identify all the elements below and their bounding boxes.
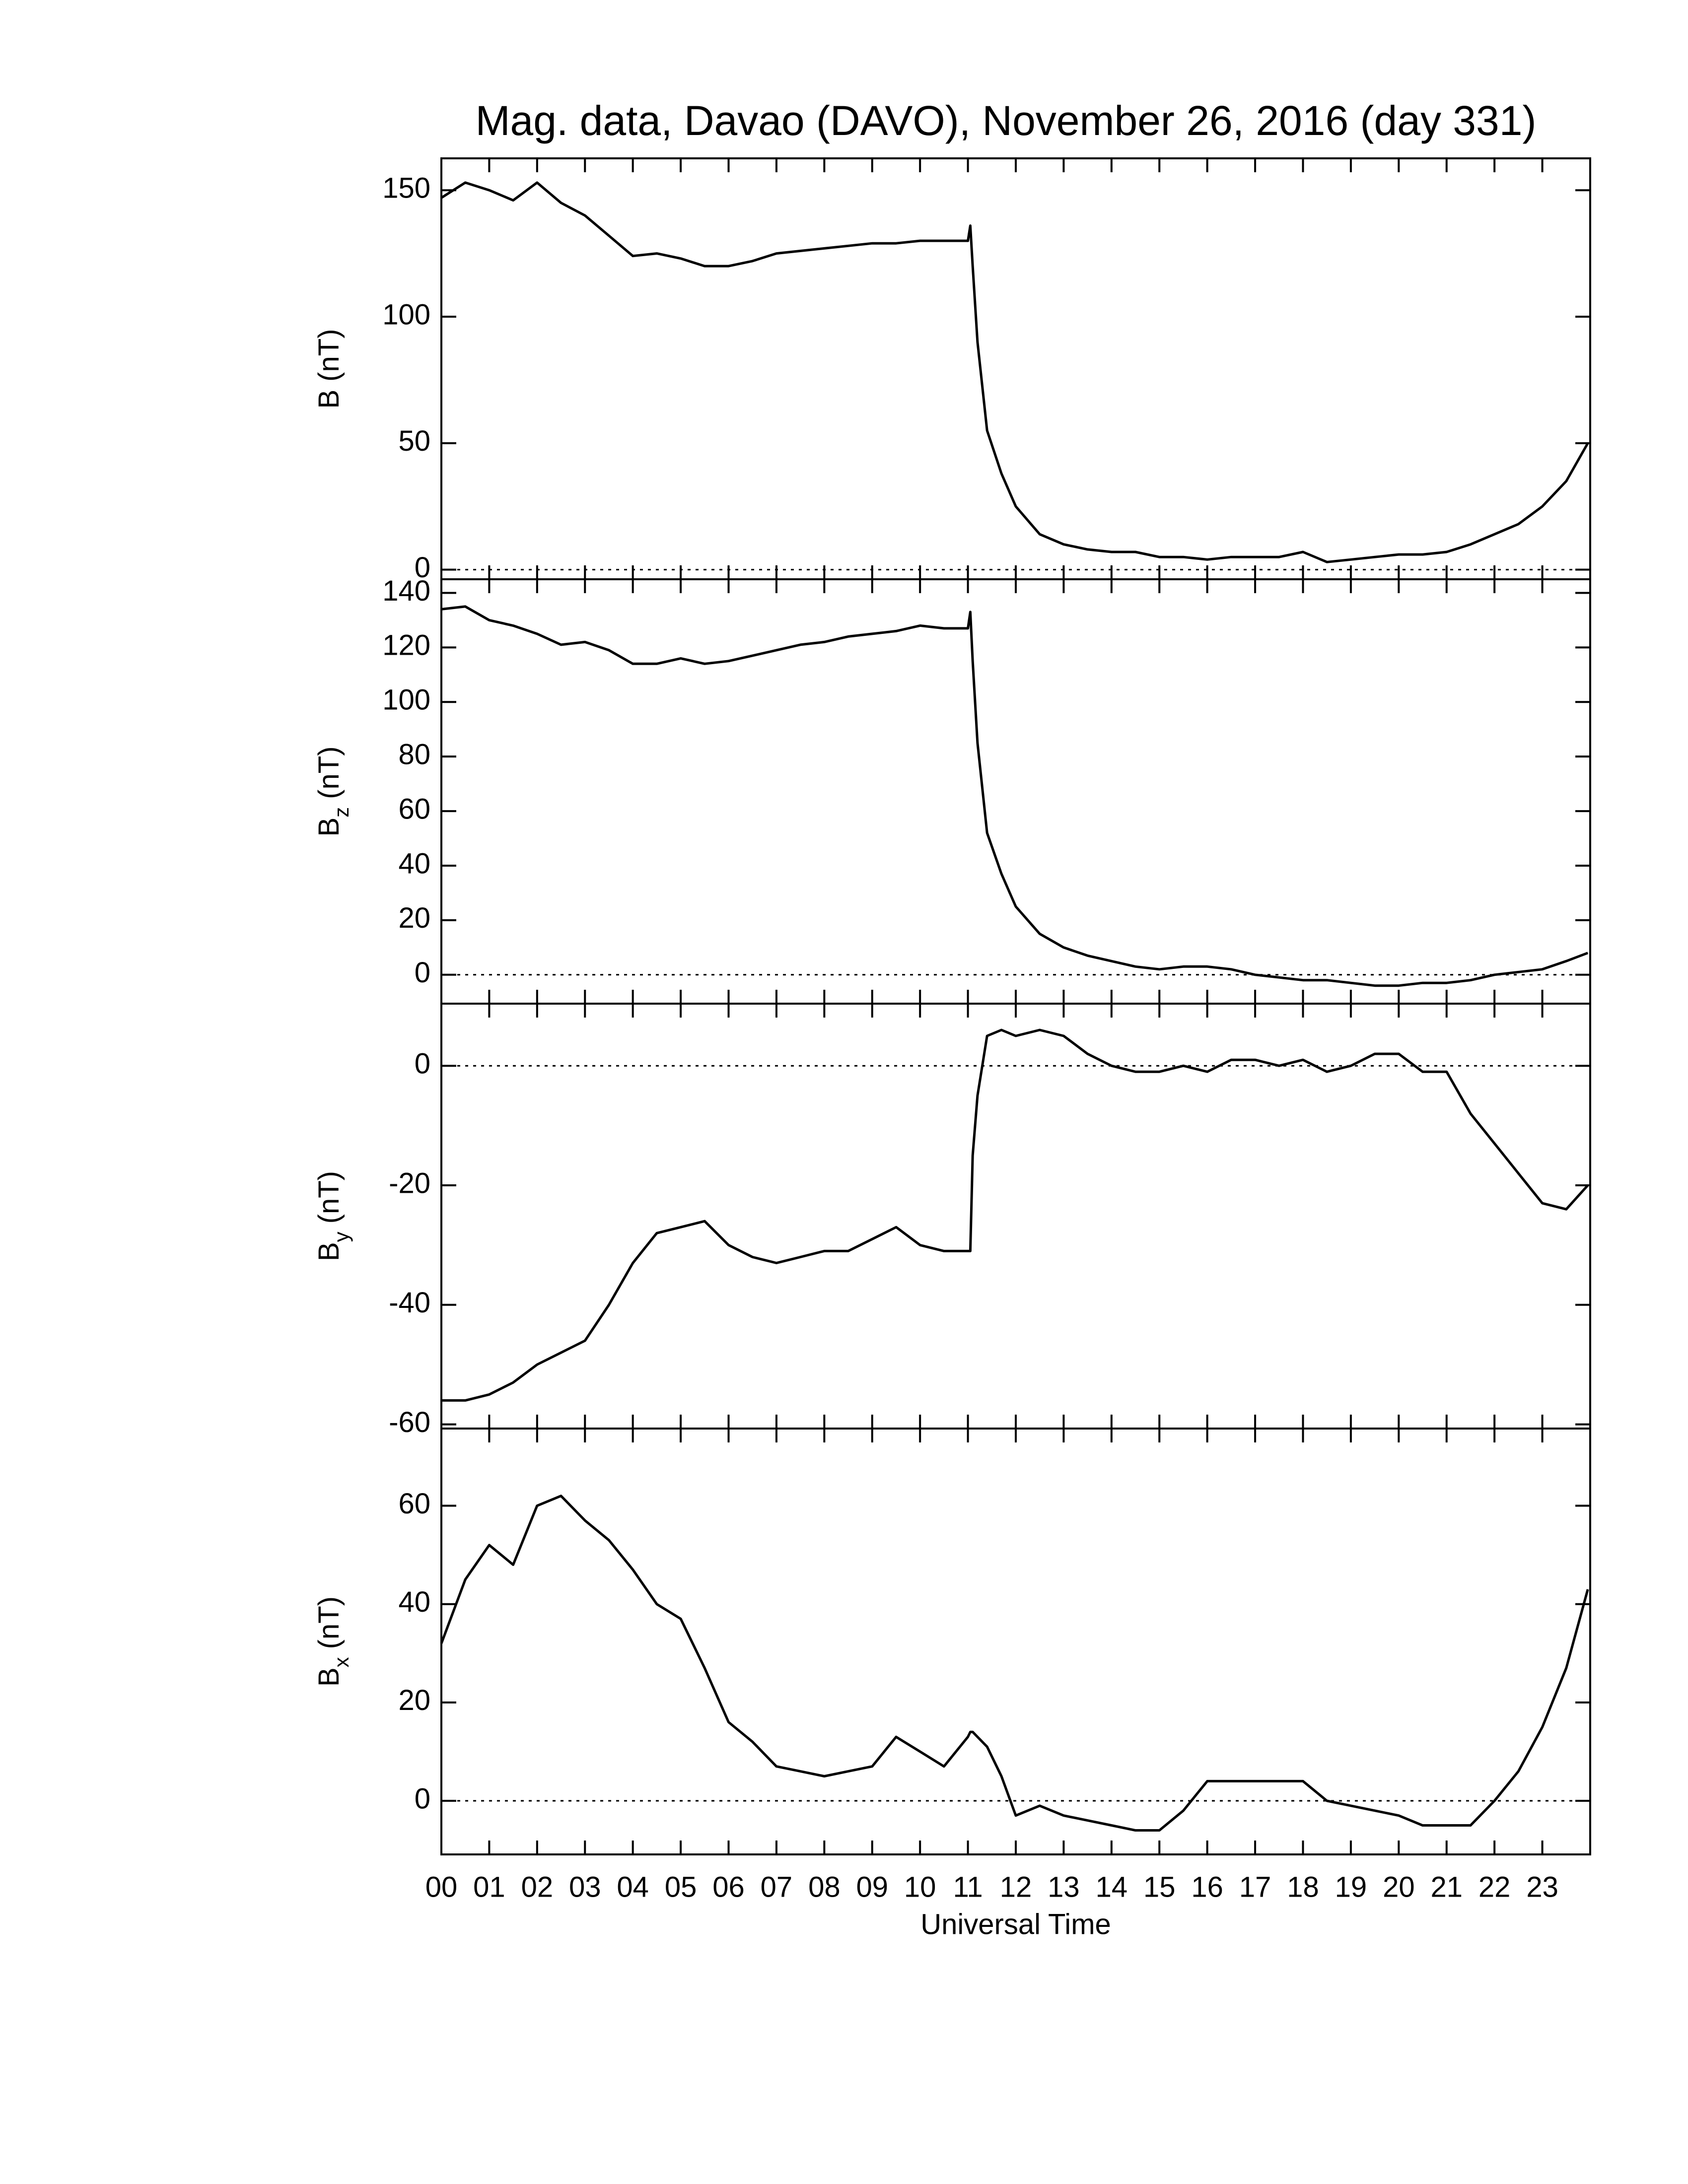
x-tick-label: 08 [808, 1871, 841, 1903]
y-axis-label: By (nT) [313, 1171, 353, 1261]
y-label-sub: x [330, 1657, 353, 1667]
y-axis-label: Bz (nT) [313, 746, 353, 836]
x-tick-label: 14 [1096, 1871, 1128, 1903]
data-line [440, 1495, 1589, 1832]
x-tick-label: 17 [1239, 1871, 1271, 1903]
y-tick-label: 100 [382, 684, 430, 716]
x-tick-label: 09 [856, 1871, 888, 1903]
x-tick-label: 13 [1048, 1871, 1080, 1903]
x-tick-label: 10 [904, 1871, 936, 1903]
x-tick-label: 06 [712, 1871, 745, 1903]
y-tick-label: 20 [398, 902, 430, 934]
x-tick-label: 00 [425, 1871, 458, 1903]
x-tick-label: 11 [953, 1871, 983, 1903]
y-tick-label: 60 [398, 1488, 430, 1520]
y-tick-label: -40 [389, 1287, 430, 1319]
x-tick-label: 22 [1478, 1871, 1511, 1903]
x-tick-label: 02 [521, 1871, 554, 1903]
x-tick-label: 19 [1335, 1871, 1367, 1903]
x-tick-label: 12 [1000, 1871, 1032, 1903]
y-tick-label: 0 [415, 551, 430, 584]
x-tick-label: 05 [665, 1871, 697, 1903]
y-tick-label: 120 [382, 629, 430, 662]
y-tick-label: 150 [382, 172, 430, 205]
x-tick-label: 04 [617, 1871, 649, 1903]
y-label-unit: (nT) [313, 1171, 345, 1224]
data-line [441, 605, 1589, 987]
chart-title: Mag. data, Davao (DAVO), November 26, 20… [476, 97, 1537, 144]
y-axis-label: B (nT) [313, 329, 345, 409]
x-tick-label: 20 [1383, 1871, 1415, 1903]
x-tick-label: 07 [761, 1871, 793, 1903]
data-line [440, 181, 1589, 563]
y-tick-label: 0 [415, 956, 430, 989]
data-line [441, 1028, 1589, 1402]
y-label-main: B [313, 390, 345, 409]
y-label-main: B [313, 1242, 345, 1261]
plot-frame [440, 157, 1591, 580]
x-tick-label: 01 [473, 1871, 505, 1903]
y-tick-label: 0 [415, 1048, 430, 1080]
x-tick-label: 21 [1430, 1871, 1463, 1903]
y-tick-label: 20 [398, 1684, 430, 1716]
y-tick-label: 100 [382, 298, 430, 331]
y-tick-label: 0 [415, 1782, 430, 1815]
y-tick-label: -20 [389, 1167, 430, 1199]
y-tick-label: 60 [398, 793, 430, 825]
x-axis-label: Universal Time [920, 1908, 1111, 1940]
plot-frame [440, 1428, 1591, 1855]
y-tick-label: 40 [398, 1586, 430, 1618]
y-axis-label: Bx (nT) [313, 1596, 353, 1687]
y-tick-label: 50 [398, 425, 430, 457]
y-label-main: B [313, 818, 345, 837]
y-tick-label: 140 [382, 575, 430, 607]
y-tick-label: 80 [398, 738, 430, 770]
y-label-unit: (nT) [313, 1596, 345, 1649]
x-tick-label: 23 [1526, 1871, 1558, 1903]
plot-frame [440, 578, 1591, 1005]
x-tick-label: 15 [1143, 1871, 1176, 1903]
y-label-sub: z [330, 807, 353, 818]
x-tick-label: 16 [1191, 1871, 1223, 1903]
x-tick-label: 18 [1287, 1871, 1319, 1903]
x-tick-label: 03 [569, 1871, 601, 1903]
y-tick-label: -60 [389, 1406, 430, 1438]
y-label-sub: y [330, 1231, 353, 1242]
y-label-main: B [313, 1667, 345, 1687]
y-label-unit: (nT) [313, 746, 345, 799]
y-label-unit: (nT) [313, 329, 345, 381]
y-tick-label: 40 [398, 847, 430, 880]
